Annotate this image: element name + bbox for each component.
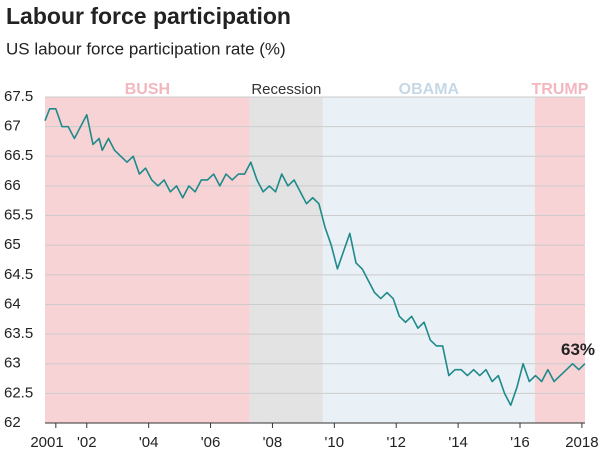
y-tick-label: 63.5 <box>4 325 33 342</box>
chart-title: Labour force participation <box>6 3 291 29</box>
x-tick-label: '02 <box>77 434 97 451</box>
x-tick-label: 2001 <box>30 434 63 451</box>
y-tick-label: 64 <box>4 295 21 312</box>
y-tick-label: 63 <box>4 355 21 372</box>
period-label: TRUMP <box>531 81 588 98</box>
y-tick-label: 65 <box>4 236 21 253</box>
data-line <box>44 108 586 407</box>
y-tick-label: 66 <box>4 177 21 194</box>
period-label: OBAMA <box>399 81 460 98</box>
y-tick-label: 62.5 <box>4 384 33 401</box>
period-region <box>534 97 585 423</box>
x-tick-label: '10 <box>325 434 345 451</box>
x-tick-label: '14 <box>448 434 468 451</box>
x-tick-label: '12 <box>386 434 406 451</box>
period-label: BUSH <box>125 81 170 98</box>
y-tick-label: 64.5 <box>4 266 33 283</box>
period-label: Recession <box>251 81 321 98</box>
y-tick-label: 65.5 <box>4 207 33 224</box>
period-region <box>249 97 323 423</box>
end-value-label: 63% <box>561 340 595 359</box>
y-tick-label: 66.5 <box>4 147 33 164</box>
y-tick-label: 67 <box>4 118 21 135</box>
x-tick-label: '08 <box>263 434 283 451</box>
chart-subtitle: US labour force participation rate (%) <box>6 39 286 58</box>
x-tick-label: '06 <box>201 434 221 451</box>
y-tick-label: 62 <box>4 414 21 431</box>
x-tick-label: '04 <box>139 434 159 451</box>
period-region <box>322 97 535 423</box>
x-tick-label: 2018 <box>565 434 598 451</box>
period-region <box>45 97 250 423</box>
y-tick-label: 67.5 <box>4 88 33 105</box>
x-tick-label: '16 <box>510 434 530 451</box>
